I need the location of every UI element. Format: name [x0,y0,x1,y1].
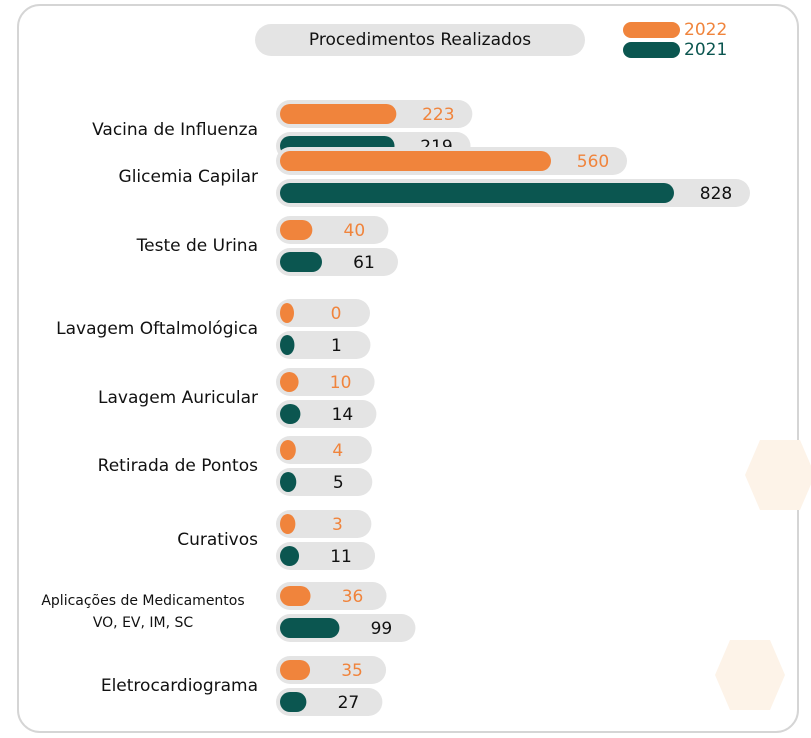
category-label: Lavagem Oftalmológica [56,319,258,339]
bar-background [276,299,370,327]
bar [280,546,300,566]
value-label: 4 [332,441,343,461]
title-pill [255,24,585,56]
bar [280,692,307,712]
category-label: Lavagem Auricular [98,388,258,408]
bar [280,151,552,171]
bar-background [276,331,371,359]
bar-background [276,510,372,538]
bar [280,472,297,492]
bar [280,618,340,638]
bar [280,586,311,606]
bar [280,440,296,460]
value-label: 36 [342,587,364,607]
chart-title: Procedimentos Realizados [309,30,531,50]
legend-label: 2021 [684,40,727,60]
hexagon [745,440,811,510]
value-label: 3 [332,515,343,535]
bar-background [276,542,376,570]
category-label: Vacina de Influenza [92,120,258,140]
bar [280,104,397,124]
value-label: 99 [371,619,393,639]
bar-background [276,368,375,396]
category-label: Glicemia Capilar [118,167,258,187]
value-label: 828 [700,184,732,204]
bar [280,252,322,272]
value-label: 14 [332,405,354,425]
hexagon [715,640,785,710]
bar [280,514,296,534]
bar-background [276,436,372,464]
value-label: 5 [333,473,344,493]
value-label: 11 [330,547,352,567]
legend-swatch [623,42,680,58]
bar [280,660,311,680]
value-label: 10 [330,373,352,393]
value-label: 223 [422,105,454,125]
category-label: Teste de Urina [136,236,258,256]
category-label: Curativos [177,530,258,550]
value-label: 0 [331,304,342,324]
category-label: Eletrocardiograma [100,676,258,696]
bar [280,303,294,323]
bar [280,372,299,392]
value-label: 1 [331,336,342,356]
value-label: 61 [353,253,375,273]
bar [280,335,295,355]
bar [280,183,674,203]
bar-background [276,468,373,496]
legend-label: 2022 [684,20,727,40]
value-label: 35 [341,661,363,681]
value-label: 40 [344,221,366,241]
category-label: Retirada de Pontos [97,456,258,476]
bar-background [276,400,377,428]
legend-swatch [623,22,680,38]
value-label: 27 [338,693,360,713]
bar [280,220,313,240]
category-label: Aplicações de Medicamentos VO, EV, IM, S… [41,593,245,631]
value-label: 560 [577,152,609,172]
bar [280,404,301,424]
